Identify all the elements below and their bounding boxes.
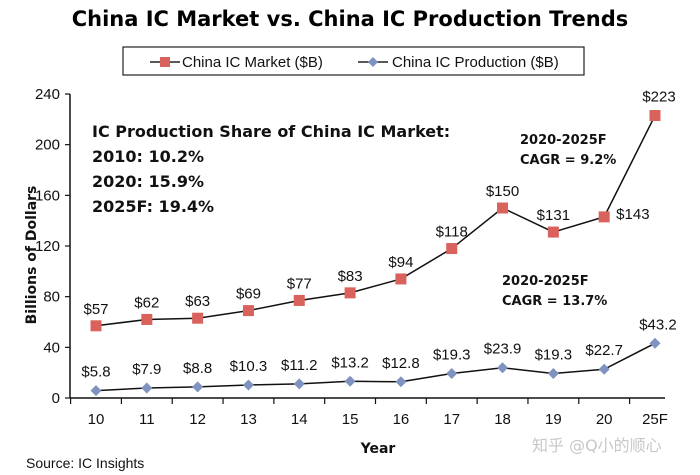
production-point [242, 379, 254, 391]
market-point [395, 273, 407, 285]
x-axis-label: Year [360, 441, 396, 457]
production-cagr-period: 2020-2025F [502, 274, 589, 289]
market-data-label: $150 [486, 183, 519, 200]
market-data-label: $131 [537, 207, 570, 224]
market-point [242, 305, 254, 317]
production-data-label: $22.7 [585, 342, 623, 359]
legend-label-0: China IC Market ($B) [182, 54, 323, 71]
production-point [497, 362, 509, 374]
y-tick-label: 120 [35, 238, 60, 255]
x-tick-label: 20 [596, 411, 613, 428]
market-data-label: $94 [388, 254, 413, 271]
market-data-label: $62 [134, 294, 159, 311]
production-point [344, 375, 356, 387]
market-data-label: $83 [338, 268, 363, 285]
x-tick-label: 12 [189, 411, 206, 428]
x-tick-label: 19 [545, 411, 562, 428]
market-data-label: $223 [642, 89, 675, 106]
share-annotation-2010: 2010: 10.2% [92, 147, 204, 166]
y-tick-label: 80 [43, 289, 60, 306]
y-tick-label: 40 [43, 339, 60, 356]
production-data-label: $19.3 [433, 347, 471, 364]
production-point [90, 385, 102, 397]
production-data-label: $13.2 [331, 354, 369, 371]
production-data-label: $19.3 [535, 347, 573, 364]
production-data-label: $12.8 [382, 355, 420, 372]
market-point [293, 294, 305, 306]
market-data-label: $118 [436, 224, 468, 241]
chart-title: China IC Market vs. China IC Production … [72, 7, 629, 31]
x-tick-label: 17 [443, 411, 460, 428]
watermark: 知乎 @Q小的顺心 [532, 436, 662, 455]
production-data-label: $43.2 [639, 316, 677, 333]
source-note: Source: IC Insights [26, 455, 144, 471]
market-data-label: $63 [185, 293, 210, 310]
market-point [547, 226, 559, 238]
production-data-label: $7.9 [132, 361, 161, 378]
y-tick-label: 200 [35, 137, 60, 154]
market-cagr-period: 2020-2025F [520, 133, 607, 148]
market-data-label: $57 [83, 301, 108, 318]
x-tick-label: 18 [494, 411, 511, 428]
market-data-label: $143 [616, 206, 649, 223]
production-point [547, 368, 559, 380]
x-tick-label: 25F [642, 411, 668, 428]
market-data-label: $69 [236, 286, 261, 303]
market-point [649, 110, 661, 122]
production-point [141, 382, 153, 394]
y-tick-label: 240 [35, 86, 60, 103]
legend-box: China IC Market ($B) China IC Production … [122, 46, 585, 76]
market-point [192, 312, 204, 324]
share-annotation-2020: 2020: 15.9% [92, 172, 204, 191]
production-point [446, 368, 458, 380]
market-point [598, 211, 610, 223]
production-point [649, 337, 661, 349]
production-data-label: $11.2 [281, 357, 317, 374]
legend-frame [122, 46, 585, 76]
market-point [344, 287, 356, 299]
x-tick-label: 10 [88, 411, 105, 428]
production-data-label: $23.9 [484, 341, 522, 358]
production-data-label: $5.8 [81, 364, 110, 381]
market-data-label: $77 [287, 275, 312, 292]
x-tick-label: 13 [240, 411, 257, 428]
production-data-label: $10.3 [230, 358, 268, 375]
marks: $57 $62 $63 $69 $77 $83 $94 $118 $150 $131 $143 $22… [81, 89, 677, 397]
y-axis-label: Billions of Dollars [24, 186, 40, 325]
x-tick-label: 16 [393, 411, 410, 428]
series-line-production [95, 342, 656, 392]
market-cagr-value: CAGR = 9.2% [520, 153, 616, 168]
y-tick-label: 0 [52, 390, 60, 407]
series-line-market [95, 115, 656, 327]
share-annotation-2025f: 2025F: 19.4% [92, 197, 214, 216]
market-point [90, 320, 102, 332]
x-tick-label: 11 [139, 411, 155, 428]
share-annotation-heading: IC Production Share of China IC Market: [92, 122, 450, 141]
market-point [446, 243, 458, 255]
production-point [192, 381, 204, 393]
x-tick-label: 15 [342, 411, 359, 428]
production-point [598, 363, 610, 375]
production-data-label: $8.8 [183, 360, 212, 377]
market-point [497, 202, 509, 214]
x-tick-label: 14 [291, 411, 308, 428]
production-cagr-value: CAGR = 13.7% [502, 294, 607, 309]
legend-marker-diamond [368, 57, 378, 67]
production-point [293, 378, 305, 390]
production-point [395, 376, 407, 388]
market-point [141, 313, 153, 325]
legend-label-1: China IC Production ($B) [392, 54, 559, 71]
legend-marker-square [160, 57, 170, 67]
y-tick-label: 160 [35, 187, 60, 204]
